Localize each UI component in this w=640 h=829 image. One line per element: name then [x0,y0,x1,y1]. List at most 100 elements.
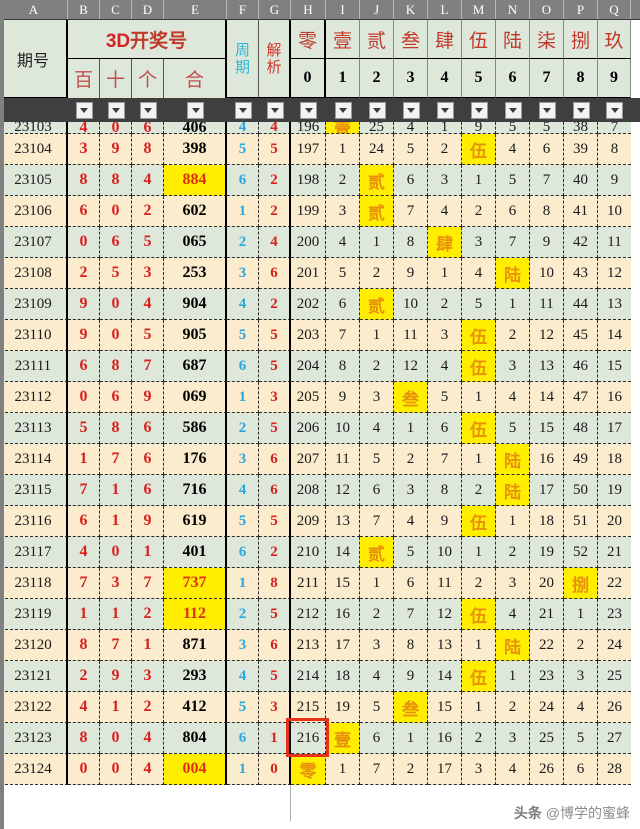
column-letter-i[interactable]: I [326,0,360,19]
column-letter-p[interactable]: P [564,0,598,19]
filter-cell-n[interactable] [496,98,530,122]
filter-dropdown-q[interactable] [606,101,623,119]
header-zhouqi: 周期 [227,20,259,98]
filter-dropdown-h[interactable] [300,101,317,119]
filter-dropdown-o[interactable] [538,101,556,119]
cell-ge-text: 3 [143,264,152,281]
filter-dropdown-l[interactable] [436,101,454,119]
cell-zhouqi: 4 [227,661,259,692]
column-letter-k[interactable]: K [394,0,428,19]
filter-dropdown-i[interactable] [334,101,352,119]
cell-qi: 204 [291,351,326,382]
cell-r8: 15 [598,351,631,382]
cell-r4-text: 1 [474,636,483,653]
cell-jiexi: 2 [259,165,291,196]
cell-he: 065 [164,227,227,258]
column-letter-c[interactable]: C [100,0,132,19]
cell-r3: 15 [428,692,462,723]
cell-r6-text: 8 [542,202,551,219]
filter-cell-b[interactable] [68,98,100,122]
filter-dropdown-d[interactable] [139,101,157,119]
filter-dropdown-g[interactable] [266,101,284,119]
cell-r5-text: 7 [508,233,517,250]
filter-cell-d[interactable] [132,98,164,122]
filter-dropdown-p[interactable] [572,101,590,119]
cell-r5-text: 3 [508,729,517,746]
cell-r0-text: 18 [335,667,350,684]
cell-r7: 44 [564,289,598,320]
filter-cell-l[interactable] [428,98,462,122]
filter-cell-c[interactable] [100,98,132,122]
header-cn-numeral-2: 贰 [360,20,394,59]
filter-cell-q[interactable] [598,98,631,122]
column-letter-q[interactable]: Q [598,0,631,19]
cell-jiexi: 5 [259,320,291,351]
cell-r0-text: 8 [338,357,347,374]
filter-dropdown-k[interactable] [402,101,420,119]
cell-r1-text: 7 [372,760,381,777]
cell-r3: 17 [428,754,462,785]
cell-r2: 4 [394,122,428,134]
header-3d-title-row: 3D开奖号 [68,20,227,59]
filter-cell-m[interactable] [462,98,496,122]
column-letter-o[interactable]: O [530,0,564,19]
column-letter-m[interactable]: M [462,0,496,19]
filter-dropdown-c[interactable] [107,101,125,119]
cell-r6: 22 [530,630,564,661]
column-letter-h[interactable]: H [291,0,326,19]
column-letter-d[interactable]: D [132,0,164,19]
filter-dropdown-f[interactable] [234,101,252,119]
filter-dropdown-m[interactable] [470,101,488,119]
filter-cell-h[interactable] [291,98,326,122]
cell-r4-text: 2 [474,481,483,498]
cell-r4: 伍 [462,320,496,351]
cell-r2-text: 2 [406,760,415,777]
cell-bai-text: 2 [79,264,88,281]
column-letter-n[interactable]: N [496,0,530,19]
cell-shi-text: 0 [111,202,120,219]
cell-r7-text: 46 [573,357,588,374]
column-letter-e[interactable]: E [164,0,227,19]
cell-zhouqi: 2 [227,227,259,258]
cell-he: 884 [164,165,227,196]
filter-dropdown-n[interactable] [504,101,522,119]
cell-r8-text: 17 [607,419,622,436]
cell-r8-text: 28 [607,760,622,777]
cell-qihao-text: 23122 [14,698,52,715]
filter-cell-j[interactable] [360,98,394,122]
cell-r6-text: 5 [542,122,551,134]
filter-cell-f[interactable] [227,98,259,122]
cell-r5: 2 [496,692,530,723]
cell-r8-text: 26 [607,698,622,715]
filter-dropdown-e[interactable] [187,101,204,119]
filter-cell-o[interactable] [530,98,564,122]
filter-dropdown-b[interactable] [75,101,93,119]
column-letter-f[interactable]: F [227,0,259,19]
filter-cell-p[interactable] [564,98,598,122]
cell-r0-text: 11 [335,450,350,467]
cell-r2-text: 10 [403,295,418,312]
column-letter-b[interactable]: B [68,0,100,19]
cell-ge-text: 7 [143,357,152,374]
header-digit-4: 4 [428,59,462,98]
column-letter-j[interactable]: J [360,0,394,19]
cell-qi-text: 208 [296,481,320,498]
filter-cell-g[interactable] [259,98,291,122]
column-letter-a[interactable]: A [0,0,68,19]
autofilter-bar[interactable] [0,98,640,122]
filter-cell-k[interactable] [394,98,428,122]
cell-r2-text: 8 [406,233,415,250]
cell-he: 737 [164,568,227,599]
filter-dropdown-j[interactable] [368,101,386,119]
filter-cell-e[interactable] [164,98,227,122]
filter-cell-i[interactable] [326,98,360,122]
cell-r3: 6 [428,413,462,444]
cell-jiexi-text: 3 [270,698,278,715]
cell-r0: 5 [326,258,360,289]
column-letter-l[interactable]: L [428,0,462,19]
cell-he-text: 112 [182,605,207,622]
cell-zhouqi-text: 1 [238,760,247,777]
column-letter-g[interactable]: G [259,0,291,19]
